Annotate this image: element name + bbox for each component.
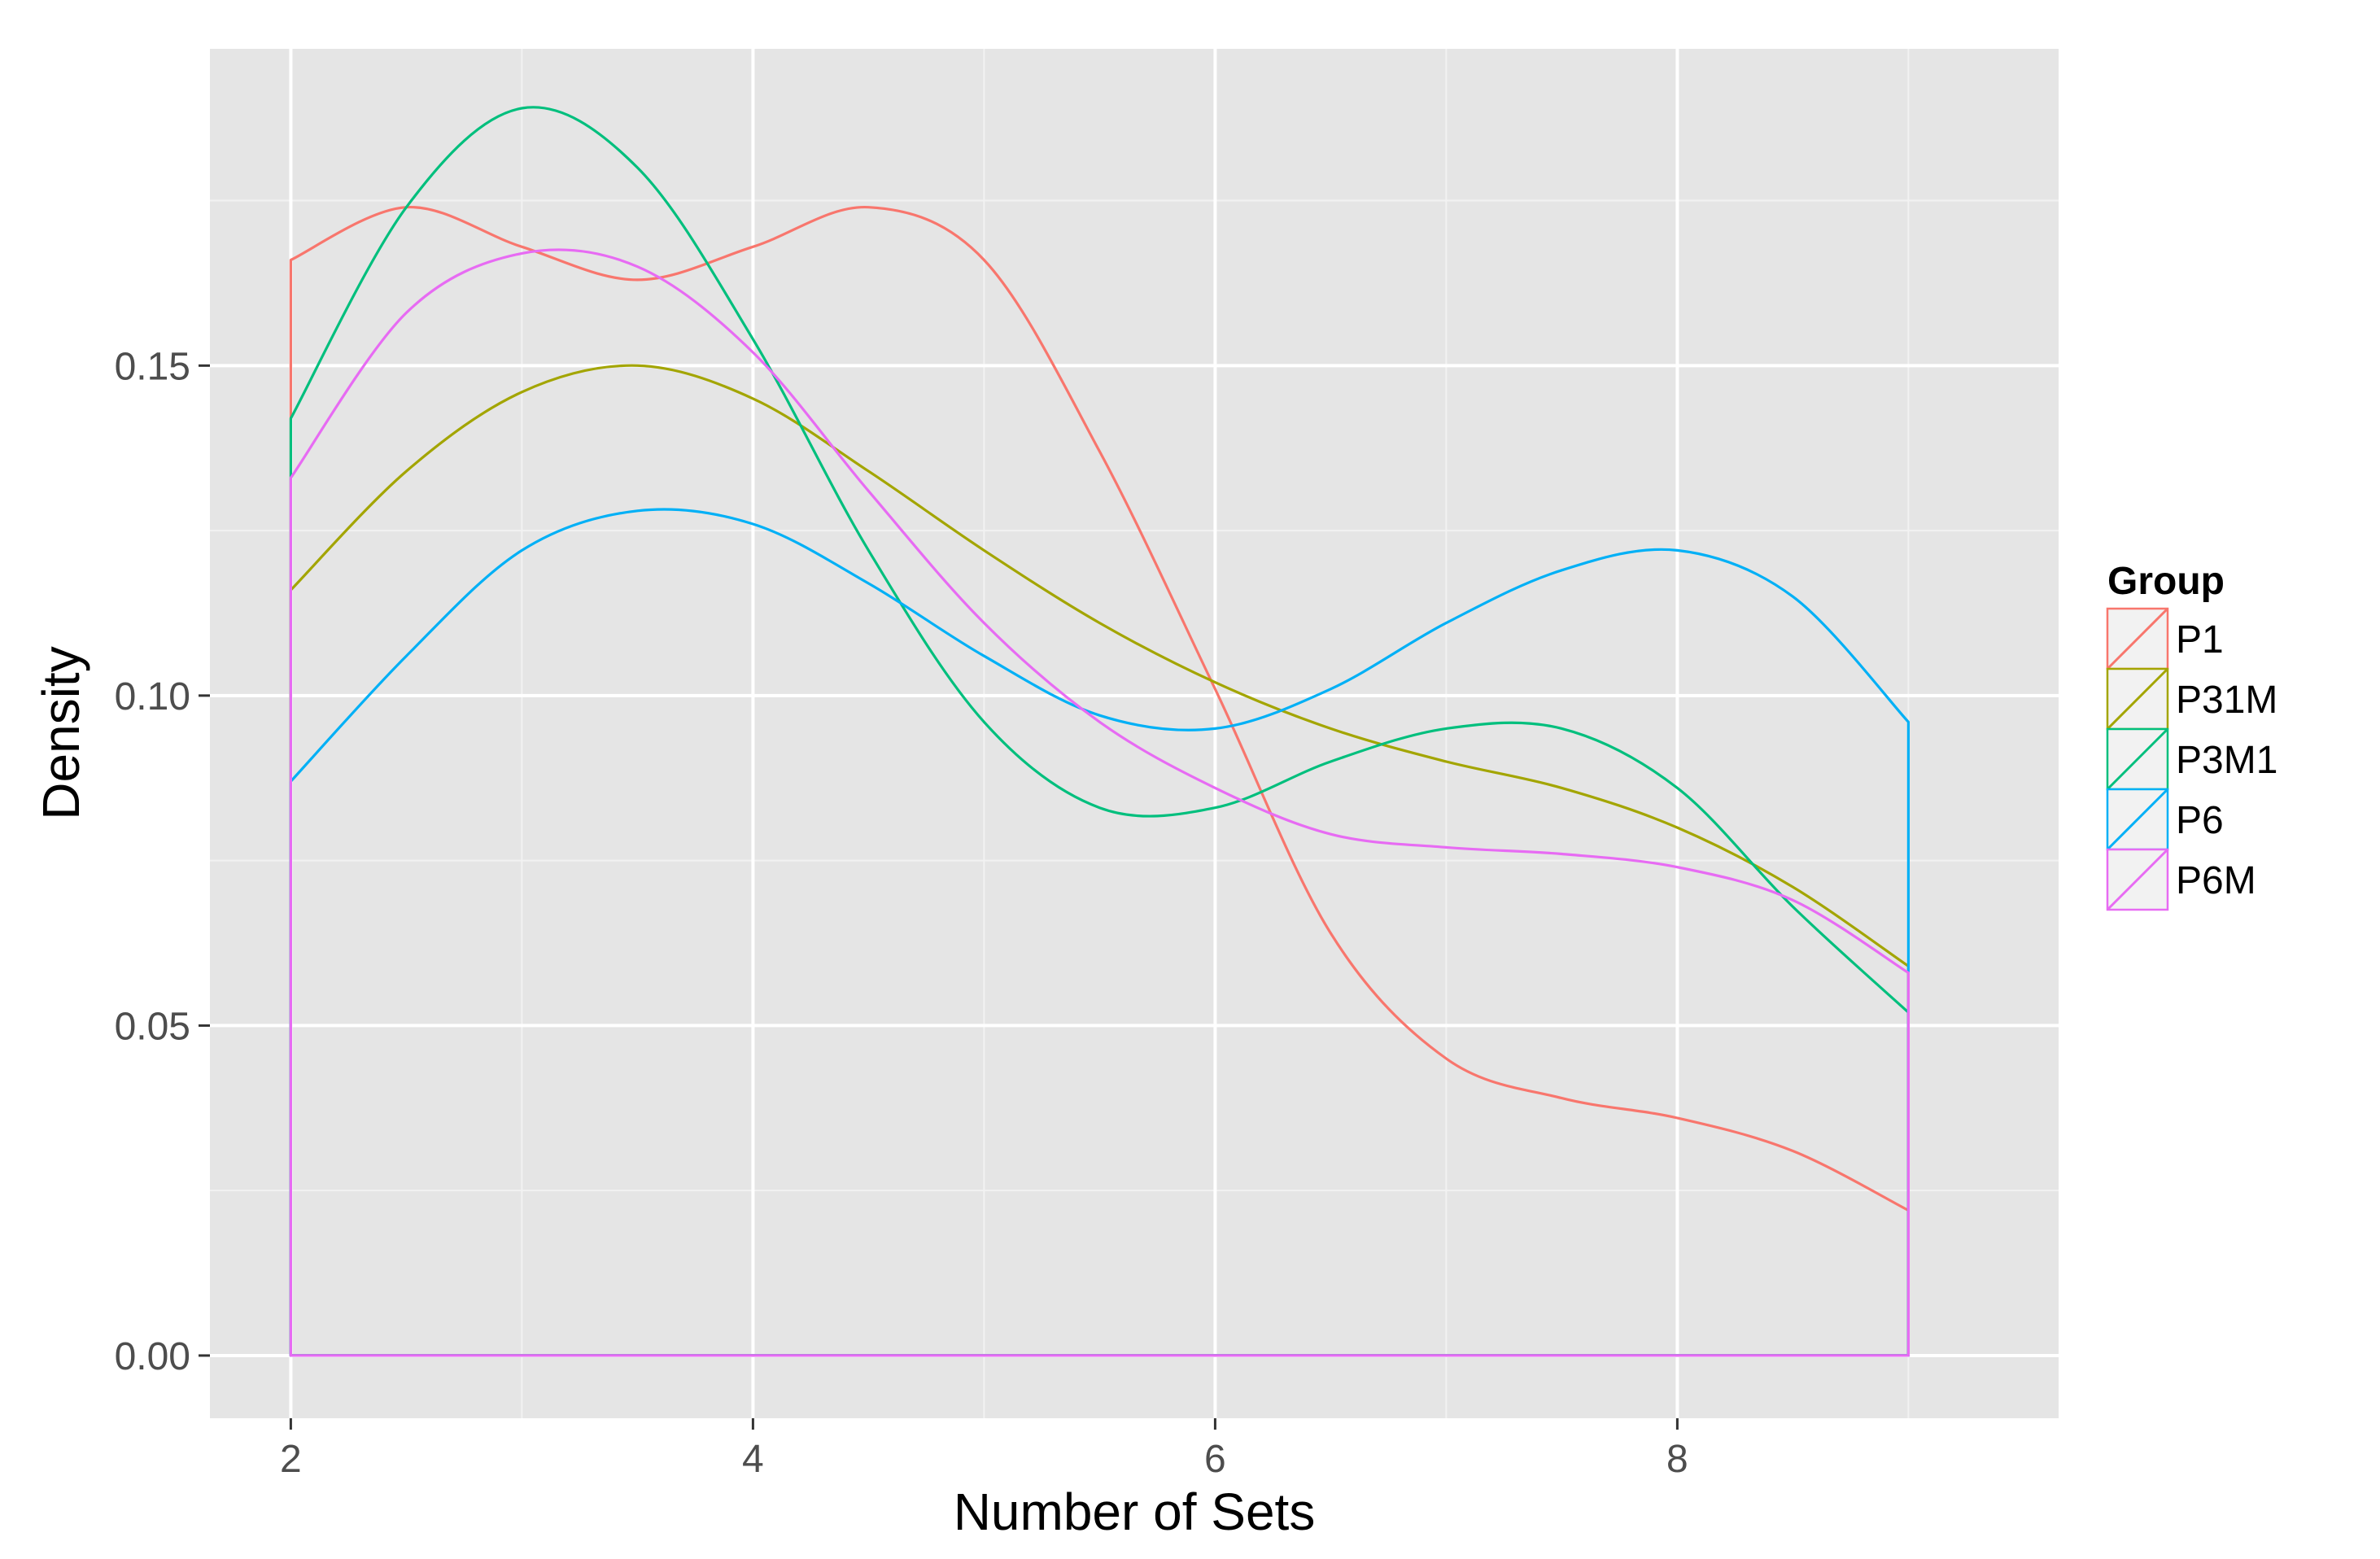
minor-gridlines <box>210 49 2059 1418</box>
x-axis-title: Number of Sets <box>954 1483 1316 1541</box>
legend-label-p31m: P31M <box>2176 679 2277 722</box>
density-curve-p3m1 <box>289 106 1910 1357</box>
legend-key-line <box>2106 848 2169 911</box>
legend-title: Group <box>2107 560 2225 603</box>
legend-label-p3m1: P3M1 <box>2176 739 2277 782</box>
y-tick-label: 0.15 <box>115 345 190 388</box>
legend: Group P1 P31M P3M1 P6 P6M <box>2106 560 2277 911</box>
y-tick-label: 0.10 <box>115 675 190 718</box>
x-tick-label: 4 <box>742 1438 764 1481</box>
panel-background <box>210 49 2059 1418</box>
x-axis-ticks: 2 4 6 8 <box>280 1418 1688 1481</box>
density-curve-p1 <box>289 206 1910 1357</box>
legend-label-p1: P1 <box>2176 618 2224 662</box>
density-curves <box>289 106 1910 1357</box>
density-curve-p6 <box>289 508 1910 1357</box>
legend-key-line <box>2106 607 2169 670</box>
density-curve-p6m <box>289 248 1910 1357</box>
legend-key-line <box>2106 727 2169 791</box>
y-axis-title: Density <box>32 646 90 819</box>
y-tick-label: 0.05 <box>115 1005 190 1048</box>
legend-key-line <box>2106 788 2169 851</box>
density-curve-p31m <box>289 364 1910 1357</box>
y-tick-label: 0.00 <box>115 1335 190 1378</box>
y-axis-ticks: 0.00 0.05 0.10 0.15 <box>115 345 210 1378</box>
legend-key-line <box>2106 667 2169 731</box>
x-tick-label: 8 <box>1666 1438 1688 1481</box>
x-tick-label: 6 <box>1204 1438 1226 1481</box>
x-tick-label: 2 <box>280 1438 302 1481</box>
legend-label-p6m: P6M <box>2176 859 2256 902</box>
legend-label-p6: P6 <box>2176 799 2224 842</box>
